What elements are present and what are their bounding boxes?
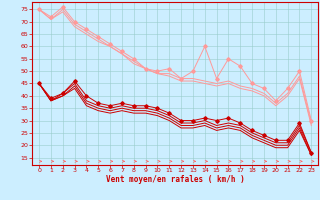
X-axis label: Vent moyen/en rafales ( km/h ): Vent moyen/en rafales ( km/h ) (106, 175, 244, 184)
